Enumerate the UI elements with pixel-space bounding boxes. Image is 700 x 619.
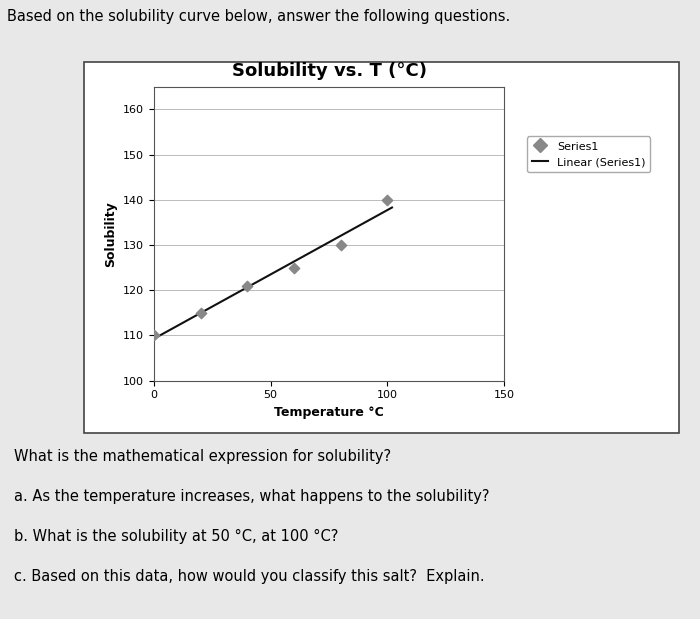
Text: Based on the solubility curve below, answer the following questions.: Based on the solubility curve below, ans…	[7, 9, 510, 24]
Title: Solubility vs. T (°C): Solubility vs. T (°C)	[232, 61, 426, 80]
X-axis label: Temperature °C: Temperature °C	[274, 406, 384, 419]
Point	[195, 308, 206, 318]
Y-axis label: Solubility: Solubility	[104, 201, 118, 267]
Point	[335, 240, 346, 250]
Text: c. Based on this data, how would you classify this salt?  Explain.: c. Based on this data, how would you cla…	[14, 569, 484, 584]
Point	[148, 331, 160, 340]
Text: a. As the temperature increases, what happens to the solubility?: a. As the temperature increases, what ha…	[14, 489, 489, 504]
Point	[241, 281, 253, 291]
Legend: Series1, Linear (Series1): Series1, Linear (Series1)	[527, 136, 650, 172]
Text: What is the mathematical expression for solubility?: What is the mathematical expression for …	[14, 449, 391, 464]
Text: b. What is the solubility at 50 °C, at 100 °C?: b. What is the solubility at 50 °C, at 1…	[14, 529, 338, 544]
Point	[288, 262, 300, 272]
Point	[382, 195, 393, 205]
